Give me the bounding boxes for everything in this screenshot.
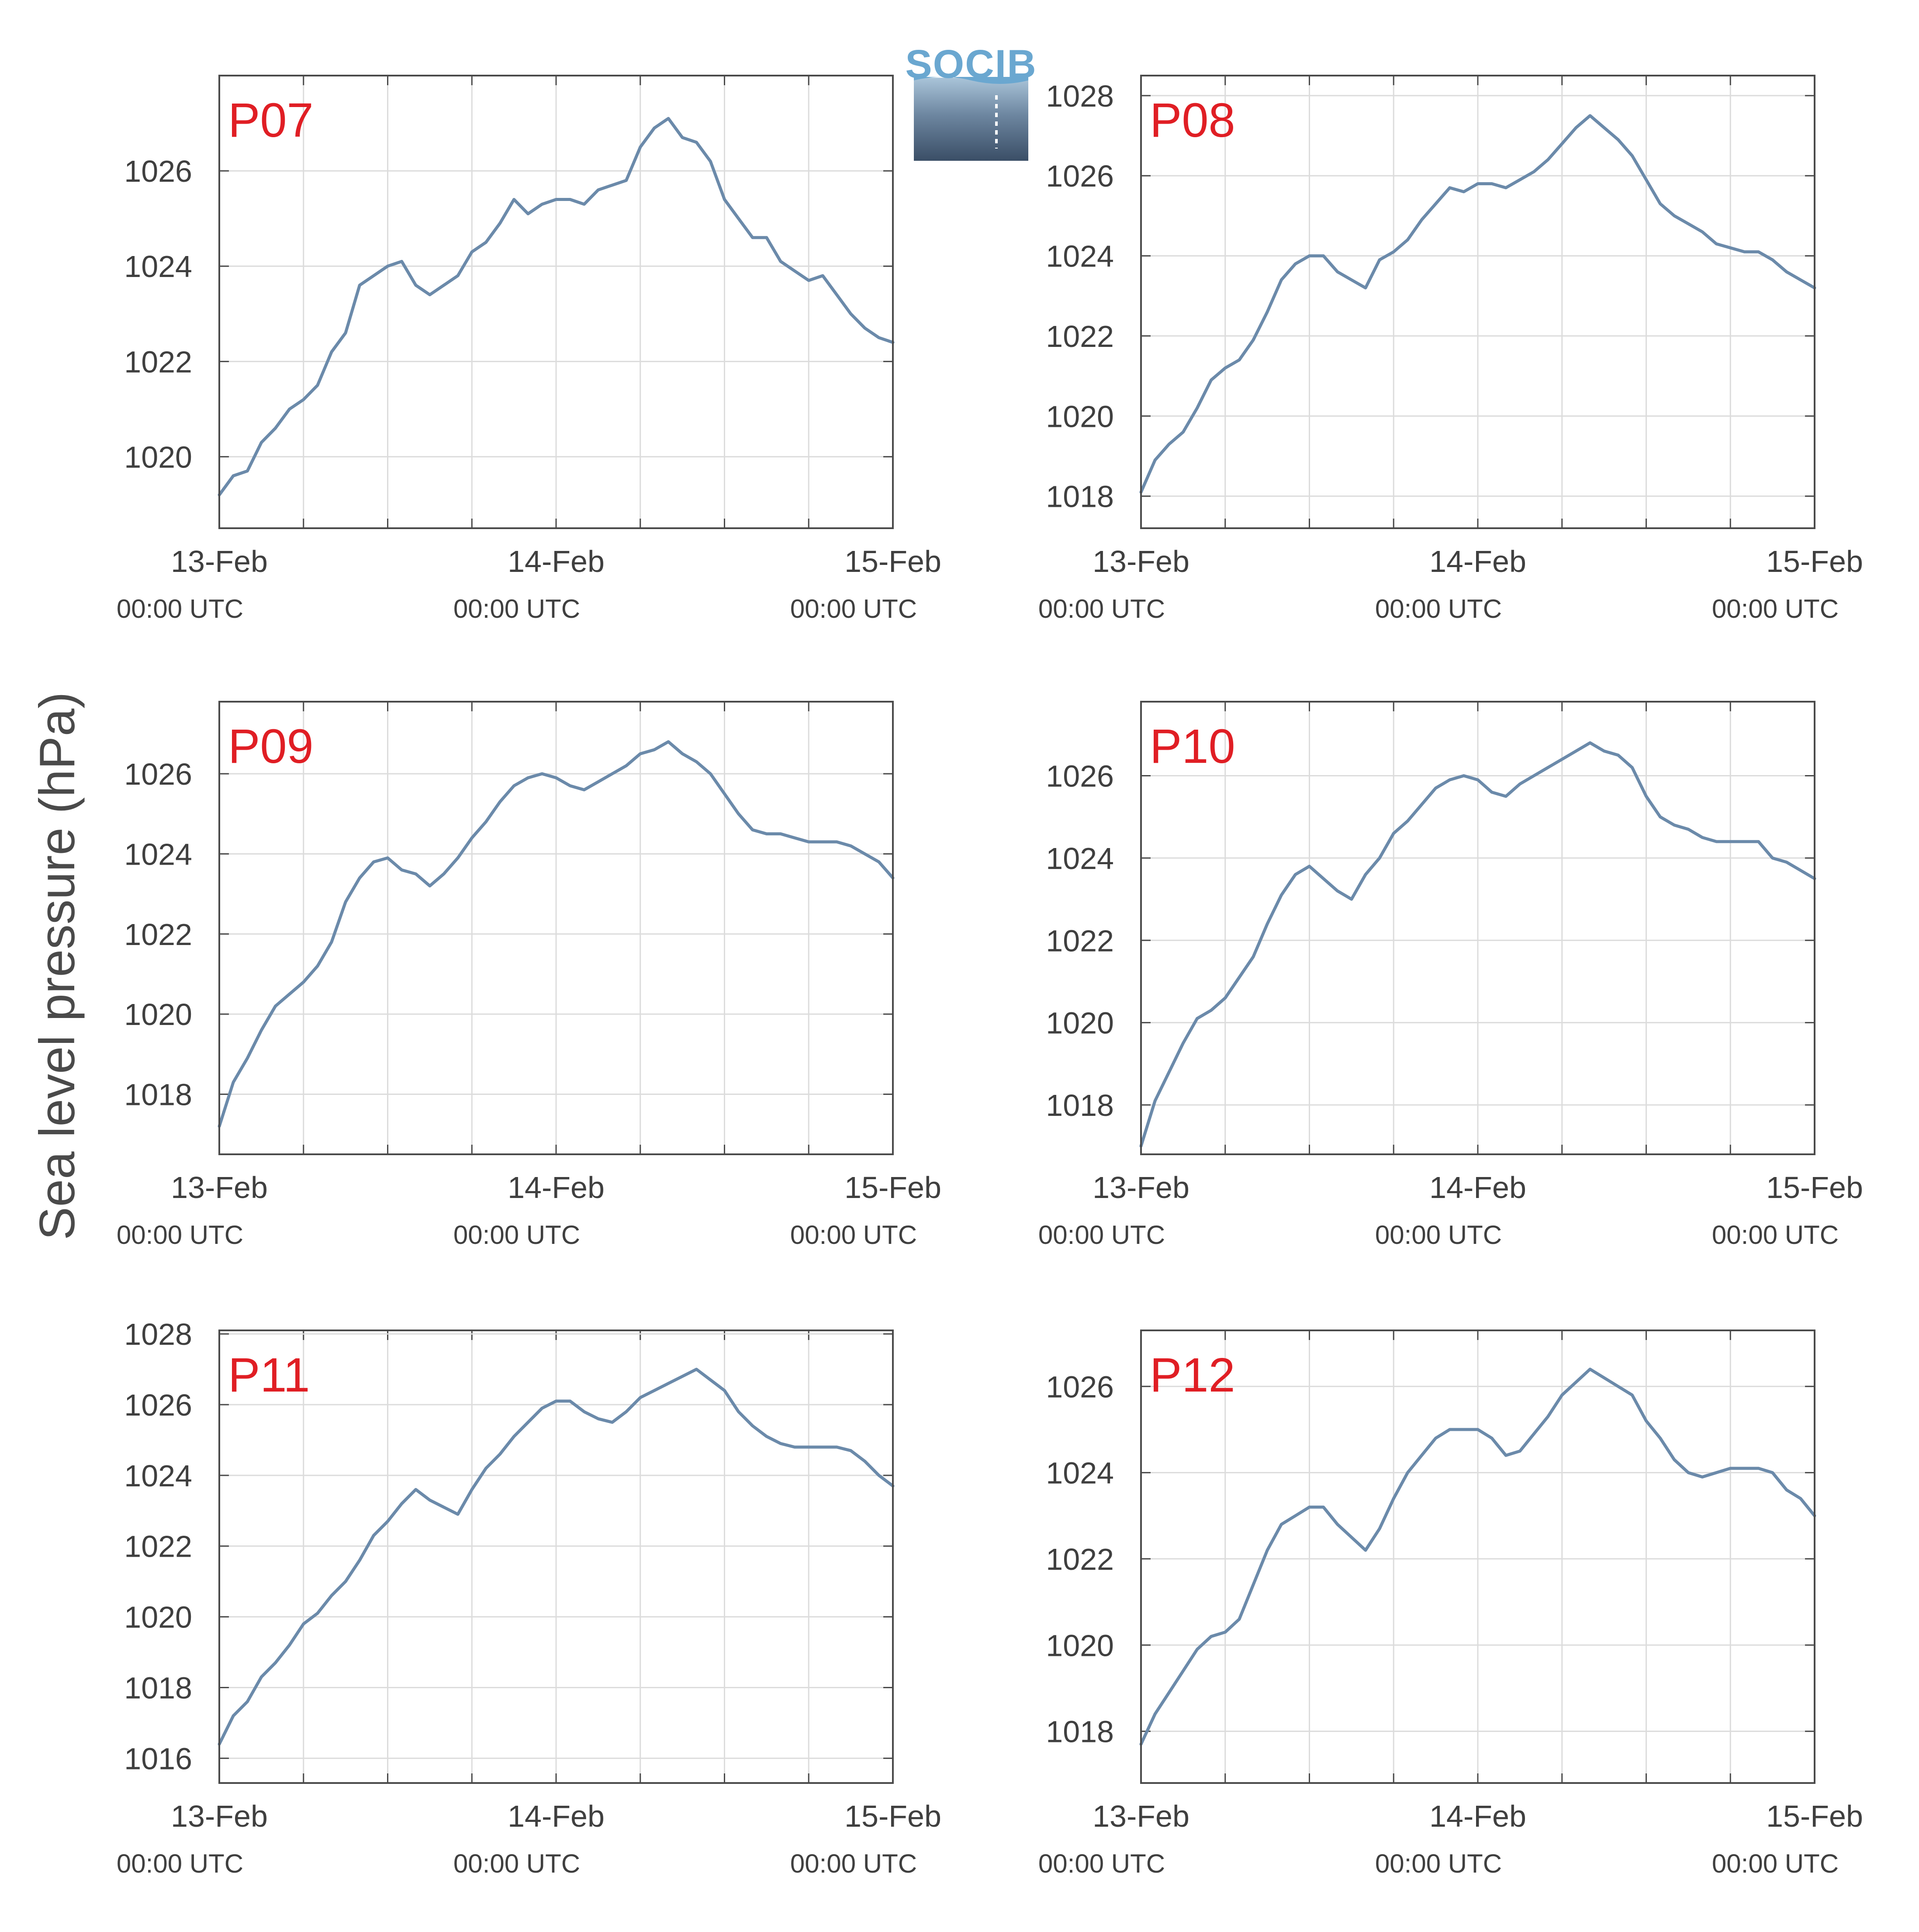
- series-line-p08: [1139, 114, 1816, 494]
- x-tick-sublabel: 00:00 UTC: [453, 1849, 580, 1878]
- y-tick-label: 1022: [1046, 1542, 1114, 1576]
- y-tick-label: 1022: [124, 1530, 192, 1564]
- x-tick-label: 15-Feb: [1766, 1170, 1863, 1205]
- y-tick-label: 1022: [124, 918, 192, 952]
- logo-block: [914, 78, 1028, 161]
- x-tick-sublabel: 00:00 UTC: [1375, 1849, 1502, 1878]
- plot-frame: [218, 701, 894, 1155]
- y-tick-label: 1024: [1046, 841, 1114, 876]
- x-tick-label: 13-Feb: [1093, 1170, 1189, 1205]
- x-tick-label: 13-Feb: [171, 544, 268, 578]
- plot-frame: [218, 1330, 894, 1784]
- series-line-p07: [218, 117, 895, 497]
- x-tick-sublabel: 00:00 UTC: [1375, 1220, 1502, 1250]
- y-tick-label: 1026: [124, 757, 192, 791]
- panel-label-p08: P08: [1150, 93, 1235, 147]
- y-tick-label: 1024: [1046, 239, 1114, 274]
- x-tick-sublabel: 00:00 UTC: [1038, 594, 1165, 623]
- x-tick-label: 14-Feb: [1429, 1799, 1526, 1833]
- x-tick-sublabel: 00:00 UTC: [1375, 594, 1502, 623]
- y-tick-label: 1028: [1046, 79, 1114, 113]
- y-tick-label: 1020: [124, 997, 192, 1032]
- plot-frame: [1140, 75, 1815, 529]
- x-tick-label: 13-Feb: [1093, 1799, 1189, 1833]
- y-tick-label: 1022: [1046, 924, 1114, 958]
- y-tick-label: 1016: [124, 1742, 192, 1776]
- y-tick-label: 1020: [1046, 1628, 1114, 1662]
- x-tick-sublabel: 00:00 UTC: [453, 594, 580, 623]
- plot-frame: [1140, 701, 1815, 1155]
- y-tick-label: 1028: [124, 1317, 192, 1351]
- y-tick-label: 1020: [1046, 1006, 1114, 1040]
- chart-panel-p07: 1020 1022 1024 1026 13-Feb 00:00 UTC 14-Feb 00:…: [117, 75, 941, 623]
- series-line-p10: [1139, 741, 1816, 1148]
- x-tick-sublabel: 00:00 UTC: [790, 1220, 917, 1250]
- panels: 1020 1022 1024 1026 13-Feb 00:00 UTC 14-Feb 00:…: [117, 75, 1863, 1878]
- x-tick-label: 14-Feb: [1429, 1170, 1526, 1205]
- series-line-p12: [1139, 1368, 1816, 1746]
- chart-panel-p11: 1016 1018 1020 1022 1024 1026 1028 13-Feb 00:00 …: [117, 1317, 941, 1878]
- x-tick-sublabel: 00:00 UTC: [1712, 1849, 1839, 1878]
- x-tick-sublabel: 00:00 UTC: [1038, 1849, 1165, 1878]
- x-tick-sublabel: 00:00 UTC: [1712, 1220, 1839, 1250]
- plot-frame: [218, 75, 894, 529]
- chart-panel-p09: 1018 1020 1022 1024 1026 13-Feb 00:00 UTC 14-Fe…: [117, 701, 941, 1250]
- panel-label-p07: P07: [228, 93, 314, 147]
- y-tick-label: 1026: [1046, 759, 1114, 793]
- logo-text: SOCIB: [905, 42, 1037, 87]
- x-tick-sublabel: 00:00 UTC: [1038, 1220, 1165, 1250]
- y-tick-label: 1026: [1046, 159, 1114, 193]
- x-tick-label: 13-Feb: [171, 1799, 268, 1833]
- x-tick-label: 14-Feb: [508, 1170, 605, 1205]
- y-tick-label: 1024: [1046, 1456, 1114, 1490]
- panel-label-p09: P09: [228, 720, 314, 773]
- y-tick-label: 1020: [1046, 399, 1114, 433]
- x-tick-label: 14-Feb: [508, 544, 605, 578]
- y-tick-label: 1018: [1046, 1715, 1114, 1749]
- chart-panel-p12: 1018 1020 1022 1024 1026 13-Feb 00:00 UTC 14-Fe…: [1038, 1330, 1863, 1878]
- y-tick-label: 1024: [124, 837, 192, 871]
- x-tick-sublabel: 00:00 UTC: [790, 594, 917, 623]
- logo-wave: [914, 77, 1028, 84]
- x-tick-label: 13-Feb: [1093, 544, 1189, 578]
- y-tick-label: 1026: [124, 1388, 192, 1422]
- x-tick-label: 14-Feb: [1429, 544, 1526, 578]
- y-tick-label: 1022: [124, 345, 192, 379]
- y-tick-label: 1026: [124, 154, 192, 188]
- y-tick-label: 1018: [1046, 1088, 1114, 1122]
- x-tick-label: 15-Feb: [1766, 1799, 1863, 1833]
- x-tick-label: 15-Feb: [844, 1170, 941, 1205]
- panel-label-p10: P10: [1150, 720, 1235, 773]
- y-tick-label: 1020: [124, 440, 192, 474]
- y-tick-label: 1024: [124, 249, 192, 284]
- x-tick-sublabel: 00:00 UTC: [790, 1849, 917, 1878]
- x-tick-sublabel: 00:00 UTC: [117, 1220, 243, 1250]
- y-tick-label: 1018: [124, 1671, 192, 1705]
- x-tick-label: 13-Feb: [171, 1170, 268, 1205]
- series-line-p11: [218, 1368, 895, 1746]
- x-tick-sublabel: 00:00 UTC: [117, 1849, 243, 1878]
- y-tick-label: 1022: [1046, 319, 1114, 353]
- socib-logo: SOCIB: [905, 42, 1037, 161]
- series-line-p09: [218, 740, 895, 1128]
- x-tick-label: 15-Feb: [844, 1799, 941, 1833]
- chart-panel-p10: 1018 1020 1022 1024 1026 13-Feb 00:00 UTC 14-Fe…: [1038, 701, 1863, 1250]
- y-axis-label: Sea level pressure (hPa): [30, 692, 85, 1240]
- x-tick-sublabel: 00:00 UTC: [453, 1220, 580, 1250]
- x-tick-sublabel: 00:00 UTC: [117, 594, 243, 623]
- y-tick-label: 1024: [124, 1459, 192, 1493]
- x-tick-label: 15-Feb: [844, 544, 941, 578]
- x-tick-label: 14-Feb: [508, 1799, 605, 1833]
- panel-label-p12: P12: [1150, 1348, 1235, 1402]
- y-tick-label: 1018: [124, 1077, 192, 1111]
- x-tick-label: 15-Feb: [1766, 544, 1863, 578]
- panel-label-p11: P11: [228, 1348, 310, 1402]
- plot-frame: [1140, 1330, 1815, 1784]
- y-tick-label: 1020: [124, 1600, 192, 1634]
- y-tick-label: 1018: [1046, 480, 1114, 514]
- y-tick-label: 1026: [1046, 1370, 1114, 1404]
- chart-panel-p08: 1018 1020 1022 1024 1026 1028 13-Feb 00:00 UTC 1…: [1038, 75, 1863, 623]
- x-tick-sublabel: 00:00 UTC: [1712, 594, 1839, 623]
